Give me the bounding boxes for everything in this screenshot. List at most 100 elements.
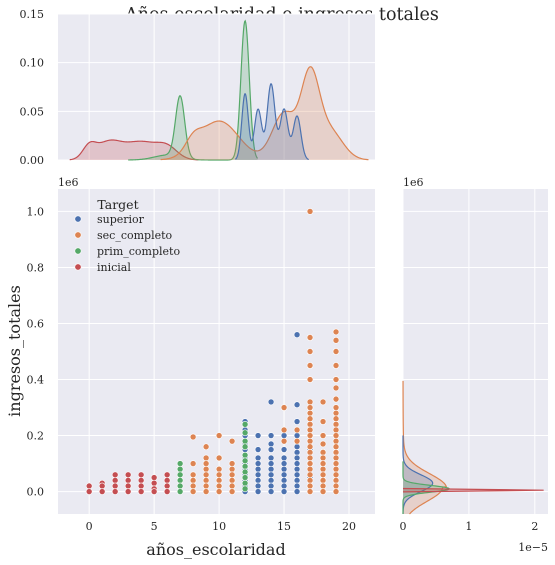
scatter-point-sec_completo xyxy=(215,488,223,495)
scatter-point-superior xyxy=(280,482,288,490)
scatter-point-sec_completo xyxy=(319,449,327,456)
scatter-point-sec_completo xyxy=(332,348,340,355)
x-density-fill-sec_completo xyxy=(160,66,369,160)
scatter-point-inicial xyxy=(124,482,132,490)
scatter-point-superior xyxy=(280,488,288,495)
scatter-point-prim_completo xyxy=(241,421,249,428)
scatter-point-sec_completo xyxy=(202,454,210,462)
scatter-point-superior xyxy=(293,488,301,495)
scatter-point-superior xyxy=(293,331,301,338)
x-tick-label: 20 xyxy=(342,520,356,533)
scatter-point-prim_completo xyxy=(241,463,249,470)
scatter-point-sec_completo xyxy=(332,432,340,439)
marginal-y-density-plot: 0 1 2 1e6 1e−5 xyxy=(400,176,548,554)
scatter-point-inicial xyxy=(98,482,106,490)
scatter-point-superior xyxy=(293,432,301,439)
scatter-point-prim_completo xyxy=(241,468,249,476)
scatter-point-sec_completo xyxy=(306,449,314,456)
right-x-tick-label: 1 xyxy=(465,520,472,533)
scatter-point-superior xyxy=(254,488,262,495)
right-x-tick-label: 0 xyxy=(400,520,407,533)
scatter-point-prim_completo xyxy=(176,477,184,484)
scatter-point-superior xyxy=(293,477,301,484)
scatter-point-sec_completo xyxy=(215,471,223,479)
scatter-point-superior xyxy=(293,401,301,409)
x-tick-label: 5 xyxy=(151,520,158,533)
x-tick-label: 0 xyxy=(86,520,93,533)
top-y-tick-label: 0.00 xyxy=(20,154,45,167)
top-y-tick-labels: 0.00 0.05 0.10 0.15 xyxy=(20,8,45,167)
scatter-point-inicial xyxy=(163,482,171,490)
scatter-point-sec_completo xyxy=(319,488,327,495)
scatter-point-superior xyxy=(267,432,275,439)
y-tick-label: 0.0 xyxy=(27,486,45,499)
legend-label-superior: superior xyxy=(97,213,145,226)
scatter-point-sec_completo xyxy=(332,336,340,344)
top-y-tick-label: 0.10 xyxy=(20,57,45,70)
right-x-tick-labels: 0 1 2 xyxy=(400,520,539,533)
scatter-point-inicial xyxy=(137,471,145,479)
legend-title: Target xyxy=(97,197,138,212)
scatter-point-superior xyxy=(267,440,275,448)
scatter-point-inicial xyxy=(111,477,119,484)
scatter-point-inicial xyxy=(124,471,132,479)
scatter-point-superior xyxy=(267,460,275,467)
y-tick-label: 1.0 xyxy=(27,205,45,218)
scatter-point-inicial xyxy=(137,477,145,484)
legend-marker-superior xyxy=(74,215,82,223)
x-density-fill-superior xyxy=(235,83,309,160)
scatter-point-superior xyxy=(293,460,301,467)
scatter-point-superior xyxy=(254,482,262,490)
scatter-point-superior xyxy=(267,488,275,495)
scatter-point-sec_completo xyxy=(332,488,340,495)
scatter-point-sec_completo xyxy=(319,432,327,439)
y-tick-label: 0.2 xyxy=(27,430,45,443)
scatter-point-sec_completo xyxy=(319,418,327,425)
scatter-point-sec_completo xyxy=(332,384,340,392)
x-density-line-prim_completo xyxy=(128,19,259,161)
scatter-point-sec_completo xyxy=(202,482,210,490)
scatter-point-sec_completo xyxy=(306,426,314,434)
scatter-point-superior xyxy=(293,471,301,479)
x-density-line-inicial xyxy=(69,139,199,161)
scatter-point-sec_completo xyxy=(189,482,197,490)
y-density-fill-prim_completo xyxy=(403,461,450,514)
scatter-point-sec_completo xyxy=(332,395,340,403)
scatter-point-sec_completo xyxy=(319,477,327,484)
scatter-point-sec_completo xyxy=(306,376,314,383)
scatter-point-sec_completo xyxy=(332,415,340,423)
legend-label-prim_completo: prim_completo xyxy=(97,245,180,258)
scatter-point-sec_completo xyxy=(202,465,210,473)
scatter-point-sec_completo xyxy=(306,208,314,215)
x-density-fill-prim_completo xyxy=(128,20,258,161)
scatter-point-sec_completo xyxy=(319,482,327,490)
y-tick-labels: 0.0 0.2 0.4 0.6 0.8 1.0 xyxy=(27,205,45,498)
scatter-point-superior xyxy=(293,454,301,462)
top-y-tick-label: 0.15 xyxy=(20,8,45,21)
scatter-point-inicial xyxy=(98,488,106,495)
scatter-point-sec_completo xyxy=(306,398,314,406)
scatter-point-sec_completo xyxy=(319,454,327,462)
scatter-point-sec_completo xyxy=(293,426,301,434)
scatter-point-superior xyxy=(280,446,288,453)
scatter-point-inicial xyxy=(163,471,171,479)
scatter-point-sec_completo xyxy=(202,488,210,495)
y-tick-label: 0.4 xyxy=(27,374,45,387)
scatter-point-sec_completo xyxy=(189,460,197,467)
scatter-point-sec_completo xyxy=(280,426,288,434)
right-x-multiplier-label: 1e−5 xyxy=(518,541,548,554)
scatter-point-inicial xyxy=(111,471,119,479)
scatter-point-inicial xyxy=(124,477,132,484)
legend-marker-sec_completo xyxy=(74,231,82,239)
scatter-point-sec_completo xyxy=(189,477,197,484)
scatter-point-superior xyxy=(293,449,301,456)
y-tick-label: 0.8 xyxy=(27,261,45,274)
scatter-point-sec_completo xyxy=(228,488,236,495)
scatter-point-sec_completo xyxy=(319,398,327,406)
scatter-point-prim_completo xyxy=(176,460,184,467)
scatter-point-superior xyxy=(280,471,288,479)
scatter-point-sec_completo xyxy=(319,440,327,448)
legend-label-sec_completo: sec_completo xyxy=(97,229,173,242)
scatter-point-superior xyxy=(267,471,275,479)
scatter-point-sec_completo xyxy=(306,488,314,495)
